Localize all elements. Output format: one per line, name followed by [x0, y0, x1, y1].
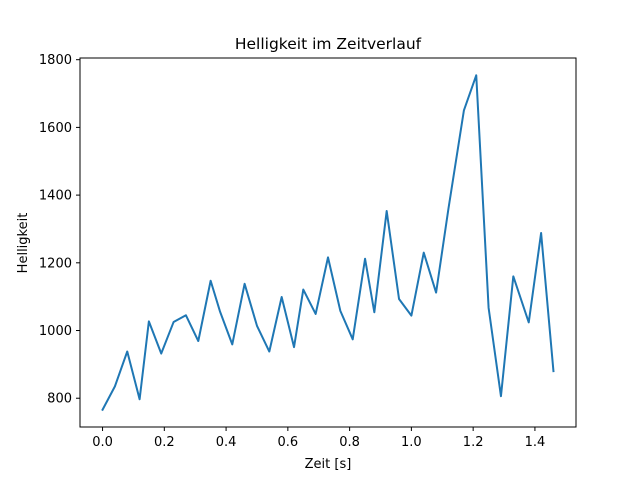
series-line-0	[101, 74, 555, 412]
x-axis-label: Zeit [s]	[305, 457, 352, 472]
plot-area-frame	[79, 57, 577, 428]
series-layer	[101, 74, 555, 412]
y-tick-label: 800	[47, 392, 72, 407]
y-tick-label: 1400	[39, 189, 72, 204]
y-axis-label: Helligkeit	[16, 213, 31, 274]
y-axis-ticks: 800 1000 1200 1400 1600 1800	[39, 53, 80, 407]
y-tick-label: 1800	[39, 53, 72, 68]
y-tick-label: 1600	[39, 121, 72, 136]
x-tick-label: 0.4	[216, 435, 237, 450]
x-tick-label: 1.2	[463, 435, 484, 450]
x-tick-label: 0.8	[339, 435, 360, 450]
x-tick-label: 0.6	[278, 435, 299, 450]
x-tick-label: 1.4	[525, 435, 546, 450]
x-axis-ticks: 0.0 0.2 0.4 0.6 0.8 1.0 1.2 1.4	[92, 427, 545, 450]
y-tick-label: 1200	[39, 256, 72, 271]
y-tick-label: 1000	[39, 324, 72, 339]
x-tick-label: 0.0	[92, 435, 113, 450]
x-tick-label: 0.2	[154, 435, 175, 450]
chart-title: Helligkeit im Zeitverlauf	[235, 35, 422, 53]
x-tick-label: 1.0	[401, 435, 422, 450]
